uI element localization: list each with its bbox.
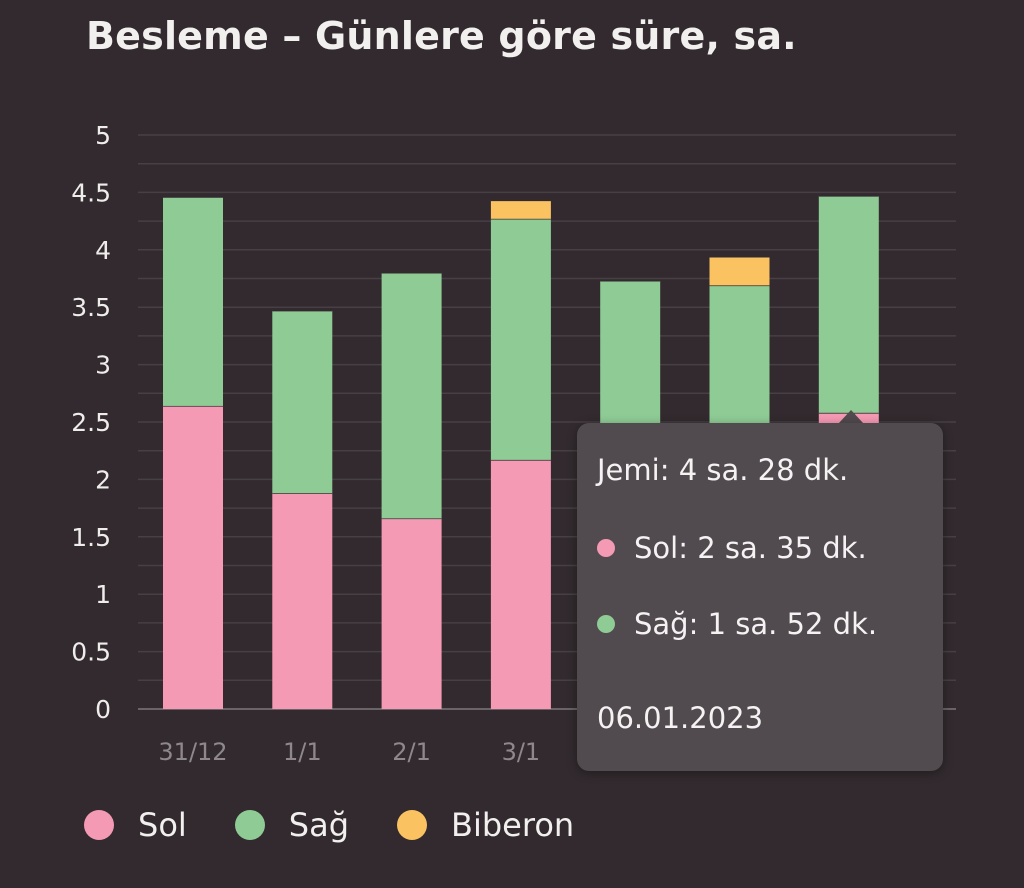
tooltip-right-text: Sağ: 1 sa. 52 dk. [634,607,878,641]
bar-segment-biberon[interactable] [490,200,551,219]
chart-title: Besleme – Günlere göre süre, sa. [86,14,797,58]
tooltip-left-dot-icon [597,539,615,557]
x-tick-label: 31/12 [158,738,227,766]
legend-item-biberon[interactable]: Biberon [397,806,574,844]
legend-dot-icon [84,810,114,840]
x-tick-label: 3/1 [502,738,541,766]
y-tick-label: 5 [95,121,111,150]
tooltip-date: 06.01.2023 [597,701,763,735]
y-tick-label: 0.5 [71,638,111,667]
tooltip-date-text: 06.01.2023 [597,701,764,735]
tooltip-right-dot-icon [597,615,615,633]
legend-dot-icon [234,810,265,840]
y-tick-label: 3 [95,351,111,380]
y-tick-label: 1.5 [71,523,111,552]
legend-label: Biberon [451,806,575,844]
tooltip: Jemi: 4 sa. 28 dk. Sol: 2 sa. 35 dk. Sağ… [577,423,943,771]
bar-segment-sol[interactable] [163,405,223,709]
bar-segment-sağ[interactable] [272,310,333,494]
y-tick-label: 2.5 [71,408,111,437]
y-axis-ticks: 0 0.5 1 1.5 2 2.5 3 3.5 4 4.5 5 [71,121,111,724]
y-tick-label: 4.5 [71,178,111,207]
x-tick-label: 1/1 [283,738,322,766]
x-tick-label: 2/1 [392,738,431,766]
bar-segment-sol[interactable] [272,493,333,709]
tooltip-arrow [838,410,864,424]
bar-segment-sağ[interactable] [490,218,551,460]
legend-label: Sol [138,806,187,844]
y-tick-label: 1 [95,580,111,609]
bar-segment-sol[interactable] [490,459,551,709]
tooltip-total: Jemi: 4 sa. 28 dk. [597,453,848,487]
legend-item-sol[interactable]: Sol [84,806,187,844]
legend: Sol Sağ Biberon [84,800,622,850]
bar-segment-sol[interactable] [381,518,442,709]
legend-dot-icon [397,810,428,840]
bar-segment-sağ[interactable] [381,272,442,519]
y-tick-label: 2 [95,465,111,494]
y-tick-label: 0 [95,695,111,724]
y-tick-label: 4 [95,236,111,265]
bar-segment-biberon[interactable] [709,256,770,286]
bar-segment-sağ[interactable] [818,195,879,413]
tooltip-left: Sol: 2 sa. 35 dk. [597,531,867,565]
y-tick-label: 3.5 [71,293,111,322]
bar-segment-sağ[interactable] [163,196,223,406]
legend-item-sağ[interactable]: Sağ [234,806,350,844]
tooltip-right: Sağ: 1 sa. 52 dk. [597,607,877,641]
tooltip-total-text: Jemi: 4 sa. 28 dk. [597,453,849,487]
tooltip-left-text: Sol: 2 sa. 35 dk. [634,531,867,565]
legend-label: Sağ [288,806,350,844]
